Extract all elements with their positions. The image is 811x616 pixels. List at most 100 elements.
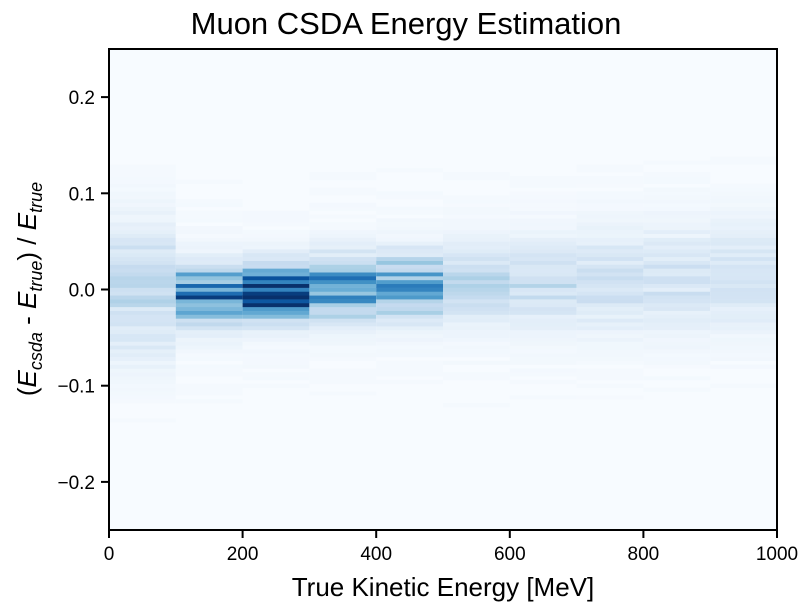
heatmap-cell	[509, 195, 577, 200]
heatmap-cell	[643, 179, 711, 184]
heatmap-cell	[443, 226, 510, 231]
heatmap-cell	[242, 306, 310, 311]
heatmap-cell	[175, 291, 243, 296]
heatmap-cell	[175, 364, 243, 369]
heatmap-cell	[576, 276, 644, 281]
heatmap-cell	[175, 226, 243, 231]
heatmap-column	[576, 164, 644, 400]
heatmap-cell	[175, 199, 243, 204]
heatmap-cell	[309, 306, 377, 311]
heatmap-cell	[443, 360, 510, 365]
heatmap-cell	[576, 241, 644, 246]
heatmap-cell	[109, 245, 176, 250]
heatmap-cell	[509, 268, 577, 273]
heatmap-cell	[443, 318, 510, 323]
heatmap-cell	[309, 172, 377, 177]
heatmap-cell	[376, 252, 443, 258]
heatmap-cell	[710, 222, 777, 227]
heatmap-cell	[643, 295, 711, 300]
heatmap-cell	[710, 352, 777, 358]
heatmap-cell	[376, 295, 443, 300]
heatmap-cell	[643, 172, 711, 177]
heatmap-cell	[643, 387, 711, 392]
heatmap-cell	[509, 295, 577, 300]
heatmap-cell	[376, 222, 443, 227]
heatmap-cell	[309, 222, 377, 227]
heatmap-cell	[443, 241, 510, 246]
heatmap-cell	[443, 222, 510, 227]
heatmap-cell	[643, 264, 711, 269]
heatmap-cell	[309, 237, 377, 242]
heatmap-cell	[443, 337, 510, 342]
heatmap-cell	[376, 283, 443, 288]
heatmap-cell	[509, 276, 577, 281]
heatmap-cell	[376, 276, 443, 281]
heatmap-column	[309, 172, 377, 396]
heatmap-cell	[443, 291, 510, 296]
heatmap-cell	[710, 191, 777, 196]
heatmap-cell	[443, 237, 510, 242]
heatmap-cell	[576, 299, 644, 304]
heatmap-cell	[309, 245, 377, 250]
heatmap-cell	[643, 187, 711, 192]
heatmap-column	[643, 160, 711, 392]
heatmap-cell	[643, 279, 711, 285]
heatmap-cells	[109, 49, 777, 530]
heatmap-cell	[643, 222, 711, 227]
heatmap-cell	[175, 287, 243, 292]
heatmap-cell	[109, 283, 176, 288]
heatmap-cell	[376, 264, 443, 269]
heatmap-cell	[443, 249, 510, 254]
heatmap-cell	[576, 372, 644, 377]
heatmap-cell	[376, 329, 443, 335]
heatmap-cell	[643, 260, 711, 265]
heatmap-cell	[710, 272, 777, 277]
heatmap-cell	[509, 179, 577, 184]
heatmap-cell	[643, 199, 711, 204]
heatmap-cell	[443, 202, 510, 208]
heatmap-cell	[509, 337, 577, 342]
heatmap-cell	[109, 299, 176, 304]
heatmap-cell	[242, 264, 310, 269]
heatmap-cell	[175, 264, 243, 269]
heatmap-cell	[576, 245, 644, 250]
heatmap-cell	[309, 318, 377, 323]
heatmap-cell	[443, 245, 510, 250]
heatmap-cell	[109, 337, 176, 342]
chart-title: Muon CSDA Energy Estimation	[191, 6, 622, 41]
heatmap-cell	[376, 206, 443, 211]
heatmap-cell	[109, 318, 176, 323]
y-tick-label: 0.2	[69, 88, 95, 109]
heatmap-cell	[109, 272, 176, 277]
heatmap-cell	[509, 214, 577, 219]
heatmap-cell	[242, 322, 310, 327]
heatmap-cell	[710, 287, 777, 292]
heatmap-cell	[309, 326, 377, 331]
heatmap-cell	[710, 279, 777, 285]
heatmap-cell	[509, 341, 577, 346]
heatmap-cell	[509, 360, 577, 365]
heatmap-cell	[643, 345, 711, 350]
heatmap-cell	[509, 306, 577, 311]
heatmap-cell	[509, 314, 577, 319]
heatmap-cell	[576, 395, 644, 400]
heatmap-cell	[109, 226, 176, 231]
heatmap-cell	[443, 329, 510, 335]
heatmap-column	[175, 179, 243, 404]
heatmap-cell	[509, 310, 577, 315]
heatmap-cell	[309, 283, 377, 288]
heatmap-cell	[109, 383, 176, 388]
heatmap-cell	[443, 264, 510, 269]
heatmap-cell	[376, 352, 443, 358]
heatmap-cell	[509, 210, 577, 215]
heatmap-cell	[109, 314, 176, 319]
heatmap-cell	[309, 299, 377, 304]
heatmap-cell	[309, 187, 377, 192]
heatmap-cell	[443, 276, 510, 281]
heatmap-cell	[109, 168, 176, 173]
heatmap-cell	[509, 245, 577, 250]
heatmap-cell	[710, 249, 777, 254]
heatmap-cell	[242, 314, 310, 319]
heatmap-cell	[509, 287, 577, 292]
heatmap-cell	[576, 191, 644, 196]
